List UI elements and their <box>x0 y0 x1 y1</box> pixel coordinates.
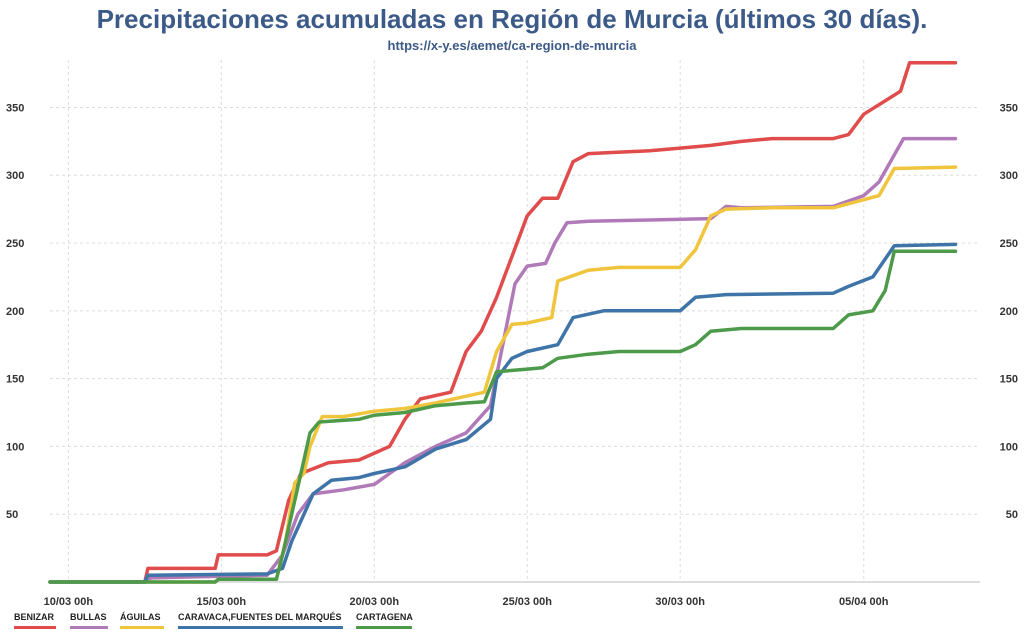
legend-swatch <box>356 626 412 629</box>
y-tick-label-left: 200 <box>6 306 24 318</box>
y-tick-label-left: 50 <box>6 509 18 521</box>
legend-item: CARAVACA,FUENTES DEL MARQUÉS <box>178 612 343 629</box>
legend-swatch <box>178 626 343 629</box>
y-tick-label-right: 300 <box>1000 170 1018 182</box>
series-line-benizar <box>48 60 958 584</box>
tick-label-layer: 50 50 100 100 150 150 200 200 250 250 300 300 350 350… <box>6 102 1018 608</box>
legend-label: ÁGUILAS <box>120 612 161 622</box>
series-line-cartagena <box>48 249 958 584</box>
legend: BENIZAR BULLAS ÁGUILAS CARAVACA,FUENTES DEL… <box>0 612 1024 640</box>
chart-subtitle: https://x-y.es/aemet/ca-region-de-murcia <box>387 38 637 53</box>
y-tick-label-right: 200 <box>1000 306 1018 318</box>
legend-item: ÁGUILAS <box>120 612 164 629</box>
y-tick-label-right: 250 <box>1000 238 1018 250</box>
y-tick-label-left: 300 <box>6 170 24 182</box>
legend-item: CARTAGENA <box>356 612 413 629</box>
x-tick-label: 10/03 00h <box>44 596 94 608</box>
y-tick-label-right: 100 <box>1000 441 1018 453</box>
series-line-bullas <box>48 136 958 584</box>
y-tick-label-right: 350 <box>1000 102 1018 114</box>
x-tick-label: 05/04 00h <box>839 596 889 608</box>
series-line-caravaca-fuentes-del-marques <box>48 242 958 584</box>
x-tick-label: 30/03 00h <box>655 596 705 608</box>
y-tick-label-left: 350 <box>6 102 24 114</box>
legend-item: BULLAS <box>70 612 108 629</box>
x-tick-label: 25/03 00h <box>502 596 552 608</box>
legend-label: CARTAGENA <box>356 612 413 622</box>
y-tick-label-left: 250 <box>6 238 24 250</box>
series-line-aguilas <box>48 165 958 584</box>
legend-label: BENIZAR <box>14 612 54 622</box>
legend-label: BULLAS <box>70 612 107 622</box>
legend-item: BENIZAR <box>14 612 56 629</box>
y-tick-label-right: 150 <box>1000 374 1018 386</box>
y-tick-label-right: 50 <box>1006 509 1018 521</box>
legend-swatch <box>70 626 108 629</box>
legend-swatch <box>14 626 56 629</box>
series-layer <box>48 60 958 584</box>
x-tick-label: 15/03 00h <box>197 596 247 608</box>
legend-label: CARAVACA,FUENTES DEL MARQUÉS <box>178 612 342 622</box>
x-tick-label: 20/03 00h <box>350 596 400 608</box>
legend-swatch <box>120 626 164 629</box>
y-tick-label-left: 150 <box>6 374 24 386</box>
y-tick-label-left: 100 <box>6 441 24 453</box>
chart-title: Precipitaciones acumuladas en Región de … <box>96 4 928 34</box>
